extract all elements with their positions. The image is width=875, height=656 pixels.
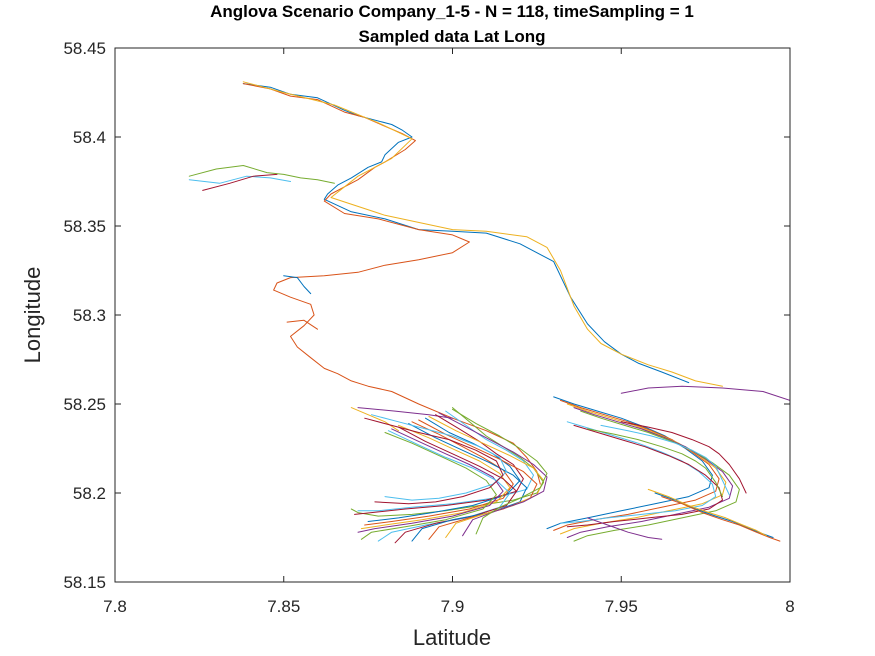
x-axis: 7.8 7.85 7.9 7.95 8 — [103, 48, 795, 616]
track-line-35 — [566, 424, 723, 528]
track-series-group — [188, 81, 790, 544]
track-line-28 — [364, 417, 504, 505]
x-tick-label: 7.9 — [441, 597, 465, 616]
y-tick-label: 58.15 — [63, 573, 106, 592]
track-line-17 — [360, 424, 511, 530]
x-tick-label: 7.8 — [103, 597, 127, 616]
track-line-41 — [600, 424, 730, 496]
x-axis-label: Latitude — [413, 625, 491, 650]
track-line-19 — [360, 432, 497, 540]
track-line-7 — [202, 173, 278, 191]
track-line-27 — [371, 414, 507, 501]
track-line-13 — [357, 410, 534, 512]
track-line-33 — [573, 410, 740, 542]
y-tick-label: 58.3 — [73, 306, 106, 325]
track-line-10 — [350, 407, 399, 432]
track-line-3 — [242, 81, 723, 387]
track-line-22 — [408, 423, 528, 542]
y-tick-label: 58.35 — [63, 217, 106, 236]
track-line-15 — [367, 417, 521, 522]
track-line-14 — [354, 414, 524, 515]
track-line-26 — [452, 408, 548, 535]
track-line-16 — [364, 421, 514, 526]
x-tick-label: 7.85 — [267, 597, 300, 616]
y-tick-label: 58.25 — [63, 395, 106, 414]
track-line-42 — [620, 421, 747, 494]
track-line-8 — [283, 275, 312, 295]
track-line-2 — [242, 83, 541, 485]
track-line-32 — [566, 407, 734, 538]
track-line-21 — [394, 426, 518, 544]
y-tick-label: 58.2 — [73, 484, 106, 503]
y-axis: 58.15 58.2 58.25 58.3 58.35 58.4 58.45 — [63, 39, 790, 592]
x-tick-label: 8 — [785, 597, 794, 616]
track-line-20 — [377, 430, 511, 542]
y-tick-label: 58.45 — [63, 39, 106, 58]
track-line-6 — [188, 175, 291, 184]
x-tick-label: 7.95 — [605, 597, 638, 616]
chart-title: Anglova Scenario Company_1-5 - N = 118, … — [210, 2, 694, 21]
track-line-40 — [587, 428, 723, 498]
track-line-37 — [661, 496, 781, 542]
track-line-34 — [560, 421, 717, 524]
track-line-18 — [357, 428, 504, 533]
chart-subtitle: Sampled data Lat Long — [358, 27, 545, 46]
track-line-4 — [620, 385, 790, 401]
track-line-11 — [357, 407, 453, 419]
y-tick-label: 58.4 — [73, 128, 106, 147]
track-line-29 — [546, 396, 713, 530]
track-line-5 — [188, 165, 335, 184]
plot-area — [115, 48, 790, 582]
track-line-9 — [286, 319, 318, 330]
track-line-38 — [647, 488, 767, 537]
track-line-12 — [350, 407, 545, 517]
track-line-39 — [587, 517, 663, 540]
track-line-23 — [418, 419, 538, 540]
y-axis-label: Longitude — [20, 267, 45, 364]
